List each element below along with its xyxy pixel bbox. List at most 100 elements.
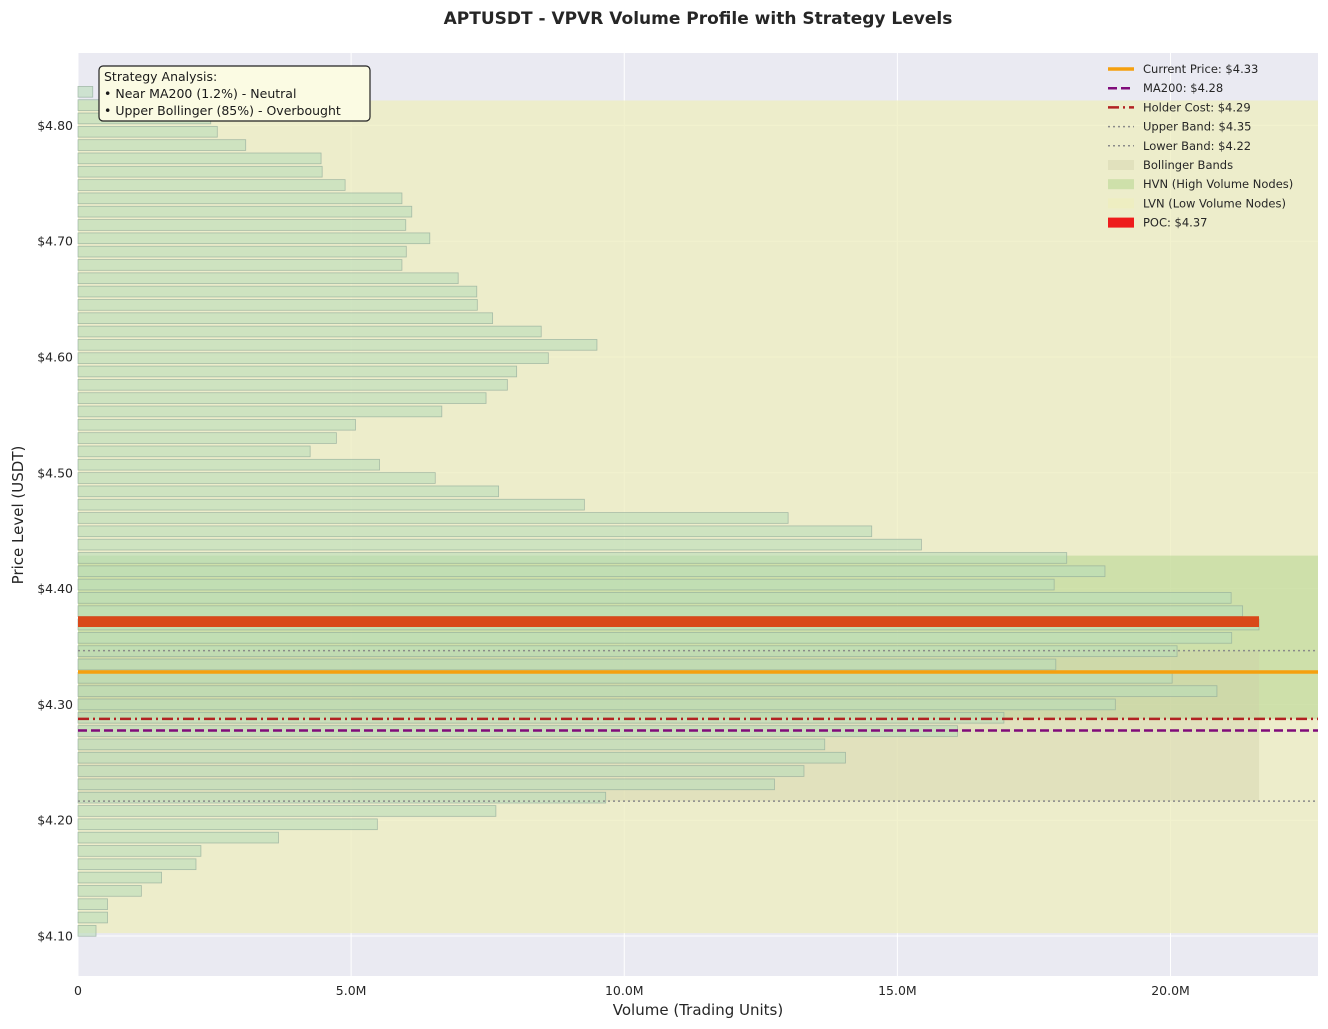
volume-bar <box>77 565 1106 578</box>
volume-bar <box>77 778 775 791</box>
volume-bar <box>77 538 922 551</box>
plot-area <box>77 53 1318 976</box>
volume-bar <box>77 259 403 271</box>
x-axis-ticks: 0 5.0M 10.0M 15.0M 20.0M <box>74 983 1190 998</box>
annotation-background <box>98 65 371 122</box>
y-tick-label: $4.70 <box>37 234 73 249</box>
volume-bar <box>77 858 197 871</box>
volume-bar <box>77 632 1233 644</box>
volume-bar <box>77 245 407 258</box>
legend-entry: MA200: $4.28 <box>1143 81 1223 95</box>
volume-bar <box>77 871 162 884</box>
volume-bar <box>77 925 97 937</box>
level-lines <box>78 649 1318 802</box>
volume-bar <box>77 418 356 431</box>
volume-bar <box>77 751 846 764</box>
volume-bar <box>77 911 108 924</box>
y-tick-label: $4.60 <box>37 349 73 364</box>
volume-bar <box>77 592 1232 604</box>
volume-bar <box>77 219 407 231</box>
x-tick-label: 0 <box>74 983 82 998</box>
volume-bar <box>77 552 1068 564</box>
volume-bar <box>77 672 1173 684</box>
y-tick-label: $4.10 <box>37 929 73 944</box>
volume-bar <box>77 325 542 338</box>
volume-bar <box>77 152 322 165</box>
y-tick-label: $4.30 <box>37 697 73 712</box>
volume-bar <box>77 125 218 138</box>
volume-bars <box>77 86 1260 937</box>
annotation-line: • Near MA200 (1.2%) - Neutral <box>104 86 296 101</box>
volume-bar <box>77 885 142 897</box>
volume-bar <box>77 339 598 351</box>
volume-bar <box>77 512 789 524</box>
volume-bar <box>77 525 873 538</box>
y-tick-label: $4.50 <box>37 465 73 480</box>
volume-bar <box>77 365 518 378</box>
legend-swatch <box>1108 217 1134 228</box>
y-tick-label: $4.40 <box>37 581 73 596</box>
volume-bar <box>77 405 443 418</box>
volume-bar <box>77 805 497 817</box>
legend-entry: Holder Cost: $4.29 <box>1143 100 1251 114</box>
volume-bar <box>77 205 413 218</box>
volume-bar <box>77 765 805 777</box>
legend-swatch <box>1108 179 1134 190</box>
x-tick-label: 10.0M <box>605 983 644 998</box>
volume-bar <box>77 578 1055 591</box>
legend-swatch <box>1108 198 1134 209</box>
legend-entry: Current Price: $4.33 <box>1143 62 1258 76</box>
x-axis-label: Volume (Trading Units) <box>613 1001 783 1019</box>
legend-entry: Lower Band: $4.22 <box>1143 139 1251 153</box>
y-tick-label: $4.80 <box>37 118 73 133</box>
volume-bar <box>77 179 346 191</box>
x-tick-label: 20.0M <box>1151 983 1190 998</box>
volume-bar <box>77 458 380 471</box>
volume-bar <box>77 738 826 751</box>
volume-bar <box>77 165 323 178</box>
legend-entry: Upper Band: $4.35 <box>1143 120 1251 134</box>
volume-bar <box>77 605 1244 617</box>
legend-swatch <box>1108 160 1134 170</box>
volume-bar <box>77 498 585 511</box>
volume-bar <box>77 299 478 311</box>
volume-bar <box>77 472 436 484</box>
volume-bar <box>77 898 108 910</box>
strategy-analysis-box: Strategy Analysis: • Near MA200 (1.2%) -… <box>98 65 371 122</box>
y-tick-label: $4.20 <box>37 813 73 828</box>
volume-bar <box>77 698 1116 711</box>
volume-bar <box>77 845 202 857</box>
volume-bar <box>77 232 431 245</box>
volume-bar <box>77 139 247 151</box>
poc-bar <box>78 616 1260 628</box>
volume-bar <box>77 379 508 391</box>
volume-bar <box>77 86 94 98</box>
volume-bar <box>77 685 1218 697</box>
legend-entry: POC: $4.37 <box>1143 216 1207 230</box>
volume-bar <box>77 352 549 364</box>
legend: Current Price: $4.33 MA200: $4.28 Holder C… <box>1108 62 1293 230</box>
volume-bar <box>77 312 494 324</box>
volume-bar <box>77 791 607 804</box>
y-axis-ticks: $4.10 $4.20 $4.30 $4.40 $4.50 $4.60 $4.70 $4.80 <box>37 118 73 944</box>
x-tick-label: 5.0M <box>336 983 367 998</box>
annotation-line: • Upper Bollinger (85%) - Overbought <box>104 103 341 118</box>
volume-bar <box>77 392 487 404</box>
legend-entry: LVN (Low Volume Nodes) <box>1143 196 1286 210</box>
volume-bar <box>77 192 403 205</box>
annotation-line: Strategy Analysis: <box>104 69 217 84</box>
volume-bar <box>77 831 279 844</box>
x-tick-label: 15.0M <box>878 983 917 998</box>
volume-bar <box>77 658 1057 671</box>
volume-bar <box>77 272 459 285</box>
volume-bar <box>77 818 378 831</box>
chart-title: APTUSDT - VPVR Volume Profile with Strat… <box>444 9 953 29</box>
y-axis-label: Price Level (USDT) <box>9 446 27 585</box>
volume-bar <box>77 485 500 498</box>
legend-entry: Bollinger Bands <box>1143 158 1233 172</box>
volume-bar <box>77 645 1178 657</box>
volume-bar <box>77 285 478 298</box>
volume-bar <box>77 445 311 458</box>
volume-bar <box>77 432 337 444</box>
